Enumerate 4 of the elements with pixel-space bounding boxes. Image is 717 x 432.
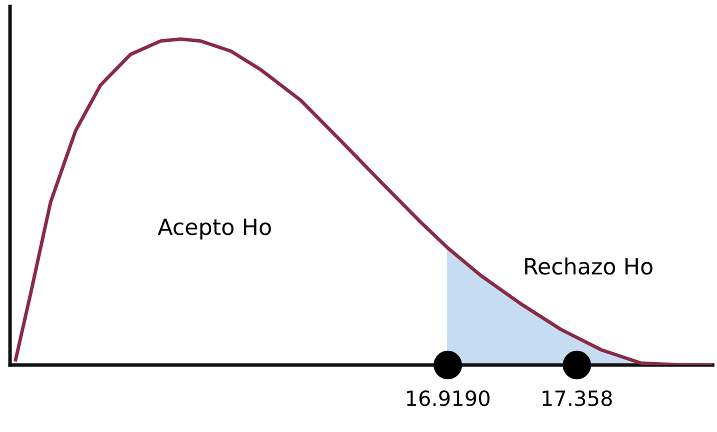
x-tick-label: 16.9190	[407, 390, 490, 406]
x-tick-label: 17.358	[542, 390, 612, 406]
annotation: Acepto Ho	[158, 218, 271, 240]
annotation: Rechazo Ho	[525, 257, 652, 275]
